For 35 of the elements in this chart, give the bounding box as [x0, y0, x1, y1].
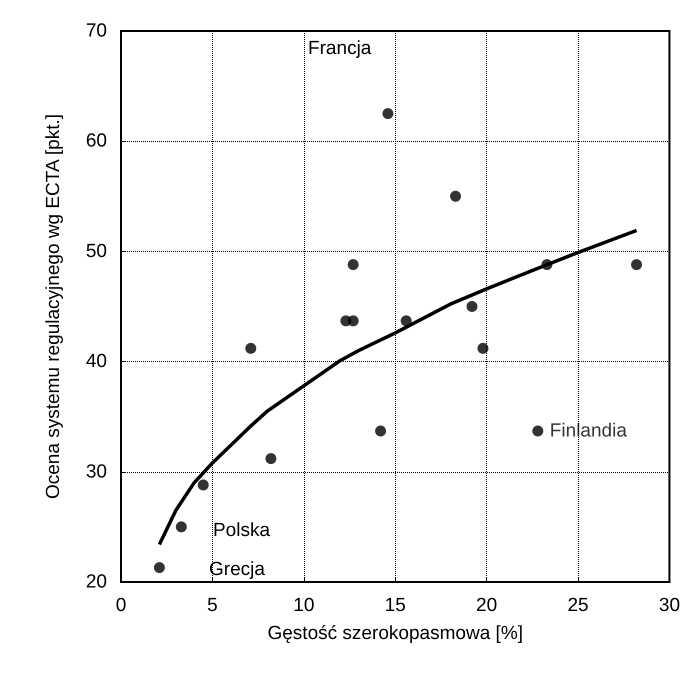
annotation: Francja — [308, 38, 372, 59]
x-tick-label: 20 — [476, 595, 498, 616]
point — [348, 315, 359, 326]
point — [450, 190, 462, 202]
x-tick-label: 25 — [567, 595, 589, 616]
point — [176, 521, 187, 532]
x-axis-title: Gęstość szerokopasmowa [%] — [267, 623, 523, 644]
y-tick-label: 40 — [86, 351, 107, 372]
point — [348, 259, 359, 270]
point — [400, 315, 412, 326]
annotation: Grecja — [209, 559, 266, 580]
annotation: Finlandia — [550, 420, 628, 442]
x-tick-label: 30 — [658, 595, 680, 616]
point — [631, 259, 642, 270]
point — [466, 301, 478, 312]
point — [532, 426, 544, 437]
point — [375, 426, 386, 437]
x-tick-label: 10 — [293, 595, 314, 616]
point — [477, 342, 488, 354]
x-tick-label: 15 — [384, 595, 406, 616]
y-axis-title: Ocena systemu regulacyjnego wg ECTA [pkt.] — [43, 114, 64, 500]
point — [265, 453, 276, 464]
y-tick-label: 70 — [86, 20, 107, 42]
y-tick-label: 20 — [86, 572, 107, 592]
point — [382, 108, 394, 120]
y-tick-label: 50 — [86, 240, 107, 262]
point — [541, 259, 552, 270]
point — [154, 562, 165, 574]
x-tick-label: 5 — [207, 595, 218, 616]
y-tick-label: 60 — [86, 130, 107, 152]
point — [198, 480, 209, 491]
y-tick-label: 30 — [86, 461, 107, 482]
point — [245, 342, 256, 354]
annotation: Polska — [213, 520, 270, 541]
x-tick-label: 0 — [116, 595, 126, 616]
